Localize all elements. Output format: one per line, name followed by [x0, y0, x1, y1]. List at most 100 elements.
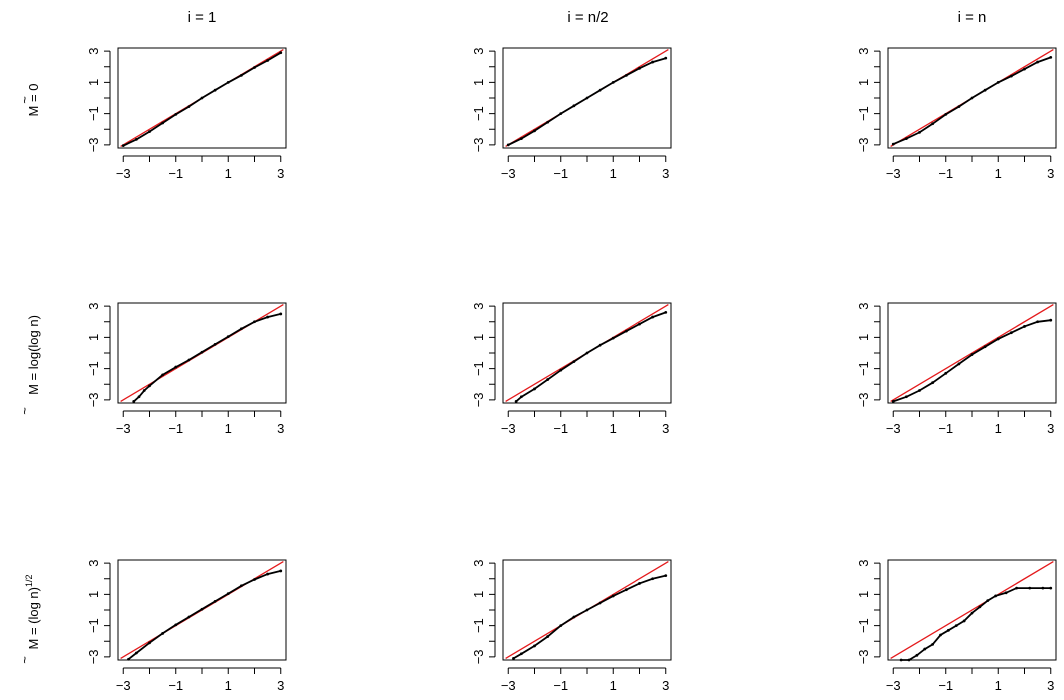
qq-point: [148, 641, 151, 645]
qq-point: [598, 601, 602, 605]
qq-point: [978, 605, 982, 609]
qq-point: [585, 608, 589, 612]
qq-point: [944, 371, 948, 375]
y-tick-label: −3: [856, 392, 871, 407]
y-tick-label: 1: [86, 591, 101, 598]
qq-point: [519, 137, 523, 141]
qq-point: [572, 360, 576, 363]
sample-quantile-trace: [901, 587, 1051, 661]
qq-point: [174, 365, 178, 369]
qq-point: [559, 624, 563, 628]
qq-point: [1015, 586, 1019, 590]
qq-point: [1023, 67, 1026, 71]
qq-point: [239, 327, 243, 331]
qq-point: [187, 615, 191, 619]
qq-point: [174, 623, 178, 627]
column-title-2: i = n/2: [567, 9, 608, 26]
plot-frame: [117, 302, 287, 404]
qq-point: [1004, 591, 1008, 595]
qq-point: [121, 144, 125, 148]
x-tick-label: 1: [610, 678, 617, 693]
x-tick-label: 3: [277, 678, 284, 693]
row-label-2: M = log(log n): [26, 315, 41, 395]
qq-point: [957, 362, 961, 366]
qq-point: [970, 96, 974, 100]
x-tick-label: −1: [553, 166, 568, 181]
qq-point: [134, 651, 138, 655]
x-tick-label: 1: [225, 166, 232, 181]
qq-point: [651, 60, 655, 64]
plot-frame: [502, 559, 672, 661]
qq-point: [239, 584, 243, 588]
y-tick-label: −1: [856, 106, 871, 121]
x-tick-label: 3: [1047, 678, 1054, 693]
qq-point: [970, 353, 974, 356]
row-label-1: M = 0: [26, 84, 41, 117]
x-tick-label: −3: [116, 678, 131, 693]
qq-point: [664, 56, 668, 60]
qq-point: [148, 130, 151, 133]
qq-point: [161, 632, 165, 635]
y-tick-label: −3: [471, 137, 486, 152]
qq-point: [200, 607, 204, 611]
row-label-3-superscript: 1/2: [24, 574, 34, 587]
y-tick-label: 3: [86, 48, 101, 55]
qq-panel: −3 −1 1 3 −3 −1 1 3: [86, 559, 287, 693]
qq-point: [279, 312, 283, 316]
x-tick-label: −3: [886, 166, 901, 181]
qq-point: [611, 80, 615, 84]
y-tick-label: 3: [471, 303, 486, 310]
sample-quantile-trace: [893, 319, 1051, 403]
qq-point: [572, 104, 576, 108]
qq-point: [134, 138, 138, 141]
x-tick-label: 3: [662, 166, 669, 181]
qq-point: [187, 105, 191, 108]
qq-point: [939, 633, 942, 637]
qq-point: [127, 657, 130, 661]
row-label-3: M = (log n)1/2: [24, 574, 41, 649]
qq-point: [213, 600, 217, 603]
qq-point: [226, 335, 230, 338]
qq-point: [546, 120, 550, 124]
qq-point: [904, 395, 908, 399]
qq-point: [266, 59, 270, 62]
qq-point: [1009, 74, 1013, 78]
x-tick-label: 1: [995, 166, 1002, 181]
qq-panel: −3 −1 1 3 −3 −1 1 3: [856, 302, 1057, 436]
x-tick-label: −1: [168, 166, 183, 181]
qq-point: [954, 624, 958, 628]
qq-point: [996, 80, 1000, 84]
sample-quantile-trace: [133, 313, 282, 403]
qq-point: [931, 381, 935, 385]
row-label-1-text: = 0: [26, 84, 41, 106]
qq-point: [931, 642, 935, 646]
qq-point: [923, 647, 927, 651]
qq-point: [638, 322, 641, 326]
qq-point: [187, 358, 191, 362]
qq-point: [664, 574, 668, 578]
qq-point: [918, 389, 921, 392]
qq-panel: −3 −1 1 3 −3 −1 1 3: [471, 302, 672, 436]
qq-panel: −3 −1 1 3 −3 −1 1 3: [856, 47, 1057, 181]
qq-point: [983, 88, 987, 92]
qq-point: [253, 66, 256, 69]
qq-point: [226, 80, 230, 84]
qq-point: [986, 599, 990, 603]
qq-point: [1041, 586, 1045, 590]
qq-point: [200, 350, 204, 354]
sample-quantile-trace: [515, 311, 667, 403]
qq-point: [638, 66, 641, 70]
y-tick-label: −1: [856, 618, 871, 633]
qq-point: [512, 657, 515, 660]
x-tick-label: −1: [938, 421, 953, 436]
qq-point: [174, 113, 178, 116]
qq-panel: −3 −1 1 3 −3 −1 1 3: [471, 47, 672, 181]
y-tick-label: 1: [856, 334, 871, 341]
y-tick-label: −3: [86, 392, 101, 407]
plot-frame: [502, 47, 672, 149]
y-tick-label: −3: [86, 137, 101, 152]
x-tick-label: 1: [225, 421, 232, 436]
qq-point: [572, 615, 576, 619]
qq-point: [598, 88, 602, 92]
qq-point: [624, 329, 628, 333]
